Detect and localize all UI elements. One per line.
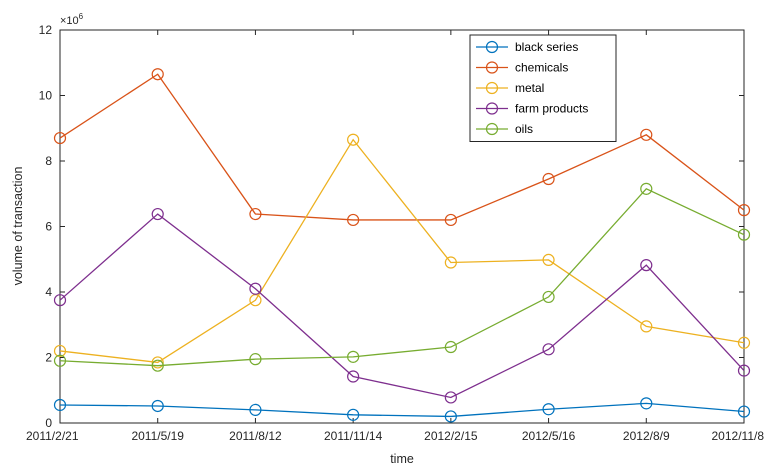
y-tick-label: 2 (45, 351, 52, 365)
x-tick-label: 2011/5/19 (131, 429, 184, 443)
x-tick-label: 2012/8/9 (623, 429, 670, 443)
data-point-chemicals (542, 172, 555, 186)
series-chemicals (53, 68, 751, 227)
y-tick-label: 10 (39, 89, 53, 103)
data-point-farm-products (347, 370, 360, 383)
data-point-black-series (640, 397, 653, 410)
data-point-farm-products (542, 343, 555, 356)
data-point-farm-products (151, 207, 164, 221)
legend-item-metal: metal (476, 81, 544, 95)
data-point-chemicals (640, 128, 653, 141)
series-line-farm-products (59, 213, 745, 399)
data-point-oils (151, 359, 164, 372)
y-tick-label: 6 (45, 220, 52, 234)
legend-swatch-marker (485, 40, 499, 54)
data-point-chemicals (737, 204, 751, 217)
x-tick-label: 2012/5/16 (522, 429, 576, 443)
data-point-oils (53, 354, 67, 367)
data-point-farm-products (737, 364, 751, 377)
data-point-metal (737, 336, 751, 349)
data-point-chemicals (151, 68, 164, 81)
y-tick-label: 4 (45, 285, 52, 299)
y-axis-title: volume of transaction (11, 167, 25, 286)
series-oils (53, 182, 751, 372)
x-tick-label: 2012/2/15 (424, 429, 478, 443)
data-point-chemicals (249, 207, 262, 221)
data-point-black-series (444, 410, 457, 423)
legend-label: oils (515, 122, 533, 136)
legend-label: farm products (515, 102, 588, 116)
data-point-black-series (347, 408, 360, 421)
data-point-chemicals (444, 213, 457, 227)
data-point-farm-products (53, 294, 67, 307)
legend-label: chemicals (515, 61, 568, 75)
data-point-metal (542, 253, 555, 267)
series-metal (53, 133, 751, 369)
y-tick-label: 0 (45, 416, 52, 430)
legend-item-black-series: black series (476, 40, 578, 54)
data-point-metal (53, 344, 67, 358)
series-line-oils (59, 188, 745, 367)
data-point-oils (737, 228, 751, 241)
series-layer (53, 68, 751, 423)
data-point-metal (151, 356, 164, 369)
data-point-black-series (53, 398, 67, 412)
data-point-farm-products (249, 282, 262, 295)
data-point-black-series (151, 399, 164, 413)
legend-label: black series (515, 40, 578, 54)
legend-label: metal (515, 81, 544, 95)
data-point-oils (640, 182, 653, 195)
data-point-black-series (542, 403, 555, 416)
data-point-oils (347, 350, 360, 363)
data-point-metal (444, 256, 457, 269)
x-tick-label: 2011/2/21 (26, 429, 79, 443)
series-line-chemicals (59, 73, 745, 221)
y-axis: 0 2 4 6 8 10 12 (39, 23, 744, 430)
data-point-farm-products (640, 259, 653, 272)
legend-item-chemicals: chemicals (476, 61, 568, 75)
data-point-chemicals (53, 131, 67, 145)
x-axis-title: time (390, 452, 414, 466)
legend-item-oils: oils (476, 122, 533, 136)
legend-swatch-marker (485, 102, 499, 115)
series-line-metal (59, 138, 745, 364)
x-tick-label: 2012/11/8 (712, 429, 765, 443)
x-tick-label: 2011/11/14 (324, 429, 383, 443)
y-exponent-power: 6 (79, 12, 84, 21)
y-exponent-label: ×106 (60, 12, 84, 27)
x-tick-label: 2011/8/12 (229, 429, 282, 443)
legend-swatch-marker (485, 81, 499, 95)
data-point-black-series (737, 405, 751, 418)
data-point-metal (640, 320, 653, 333)
legend-swatch-marker (485, 61, 499, 74)
series-farm-products (53, 207, 751, 404)
series-line-black-series (59, 402, 745, 418)
data-point-farm-products (444, 391, 457, 404)
data-point-chemicals (347, 213, 360, 227)
series-black-series (53, 397, 751, 423)
y-tick-label: 8 (45, 154, 52, 168)
data-point-oils (444, 340, 457, 354)
data-point-metal (347, 133, 360, 146)
y-tick-label: 12 (39, 23, 53, 37)
data-point-oils (249, 353, 262, 366)
data-point-black-series (249, 403, 262, 416)
data-point-oils (542, 290, 555, 304)
x-axis: 2011/2/21 2011/5/19 2011/8/12 2011/11/14 201… (26, 30, 764, 443)
legend-swatch-marker (485, 122, 499, 136)
legend-item-farm-products: farm products (476, 102, 588, 116)
legend: black series chemicals metal farm products o… (469, 34, 617, 142)
